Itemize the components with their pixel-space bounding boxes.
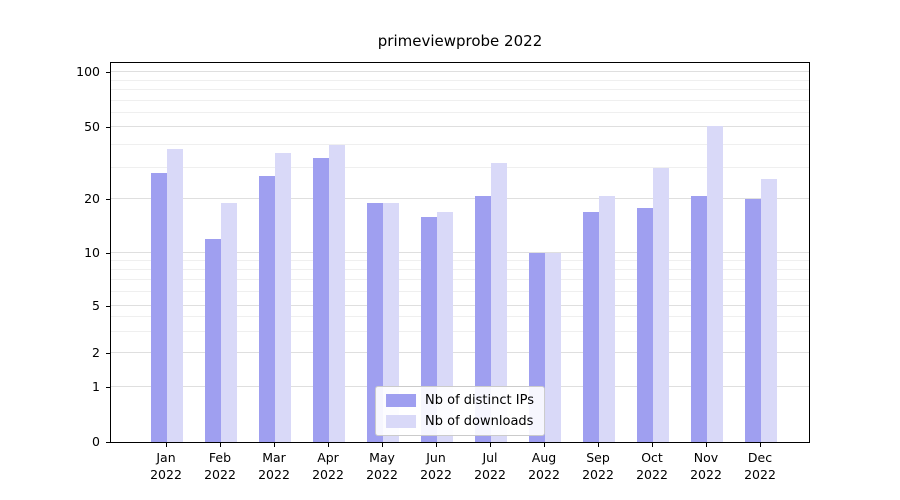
y-gridline-70 bbox=[111, 99, 809, 101]
y-tick-label-100: 100 bbox=[76, 64, 100, 80]
x-tick-label-feb: Feb 2022 bbox=[204, 450, 236, 482]
x-tick-mark bbox=[220, 443, 221, 447]
bar-nb-of-distinct-ips-may bbox=[367, 203, 383, 442]
y-tick-label-1: 1 bbox=[92, 379, 100, 395]
bar-nb-of-downloads-aug bbox=[545, 252, 561, 442]
legend-label-downloads: Nb of downloads bbox=[425, 414, 534, 429]
y-tick-mark bbox=[106, 252, 110, 254]
legend: Nb of distinct IPs Nb of downloads bbox=[375, 386, 545, 436]
x-tick-label-may: May 2022 bbox=[366, 450, 398, 482]
legend-label-distinct-ips: Nb of distinct IPs bbox=[425, 393, 534, 408]
legend-swatch-downloads bbox=[386, 415, 417, 428]
bar-nb-of-downloads-apr bbox=[329, 144, 345, 442]
y-tick-label-5: 5 bbox=[92, 297, 100, 313]
x-tick-label-oct: Oct 2022 bbox=[636, 450, 668, 482]
x-tick-label-mar: Mar 2022 bbox=[258, 450, 290, 482]
bar-nb-of-distinct-ips-jan bbox=[151, 173, 167, 442]
legend-item-distinct-ips: Nb of distinct IPs bbox=[386, 393, 534, 408]
y-gridline-3 bbox=[111, 330, 809, 332]
bar-nb-of-distinct-ips-sep bbox=[583, 211, 599, 442]
bar-nb-of-downloads-jan bbox=[167, 149, 183, 442]
legend-item-downloads: Nb of downloads bbox=[386, 414, 534, 429]
y-gridline-40 bbox=[111, 143, 809, 145]
y-gridline-6 bbox=[111, 290, 809, 292]
bar-nb-of-downloads-nov bbox=[707, 125, 723, 442]
bar-nb-of-downloads-jun bbox=[437, 211, 453, 442]
x-tick-mark bbox=[706, 443, 707, 447]
y-tick-label-2: 2 bbox=[92, 344, 100, 360]
y-gridline-20 bbox=[111, 198, 809, 200]
bar-nb-of-downloads-jul bbox=[491, 162, 507, 442]
y-gridline-8 bbox=[111, 268, 809, 270]
legend-swatch-distinct-ips bbox=[386, 394, 417, 407]
y-tick-mark bbox=[106, 72, 110, 74]
y-tick-mark bbox=[106, 305, 110, 307]
x-tick-label-jun: Jun 2022 bbox=[420, 450, 452, 482]
bar-nb-of-downloads-feb bbox=[221, 203, 237, 442]
y-gridline-60 bbox=[111, 111, 809, 113]
bar-nb-of-downloads-may bbox=[383, 203, 399, 442]
x-tick-mark bbox=[544, 443, 545, 447]
x-tick-label-dec: Dec 2022 bbox=[744, 450, 776, 482]
x-tick-label-jul: Jul 2022 bbox=[474, 450, 506, 482]
y-tick-mark bbox=[106, 352, 110, 354]
x-tick-mark bbox=[328, 443, 329, 447]
y-tick-label-50: 50 bbox=[84, 119, 100, 135]
x-tick-mark bbox=[274, 443, 275, 447]
bar-nb-of-downloads-oct bbox=[653, 167, 669, 442]
x-tick-label-aug: Aug 2022 bbox=[528, 450, 560, 482]
x-tick-mark bbox=[490, 443, 491, 447]
y-gridline-5 bbox=[111, 304, 809, 306]
y-gridline-9 bbox=[111, 259, 809, 261]
y-gridline-90 bbox=[111, 79, 809, 81]
x-tick-mark bbox=[382, 443, 383, 447]
bar-nb-of-distinct-ips-jun bbox=[421, 216, 437, 442]
bar-nb-of-distinct-ips-mar bbox=[259, 175, 275, 442]
chart-title: primeviewprobe 2022 bbox=[377, 32, 543, 50]
bar-nb-of-distinct-ips-oct bbox=[637, 207, 653, 442]
bar-nb-of-distinct-ips-nov bbox=[691, 195, 707, 442]
y-gridline-30 bbox=[111, 166, 809, 168]
y-gridline-100 bbox=[111, 71, 809, 73]
bar-nb-of-downloads-dec bbox=[761, 178, 777, 442]
y-tick-mark bbox=[106, 199, 110, 201]
y-gridline-2 bbox=[111, 351, 809, 353]
bar-nb-of-distinct-ips-dec bbox=[745, 199, 761, 442]
x-tick-mark bbox=[436, 443, 437, 447]
y-gridline-10 bbox=[111, 251, 809, 253]
x-tick-mark bbox=[652, 443, 653, 447]
y-tick-label-0: 0 bbox=[92, 434, 100, 449]
y-tick-label-20: 20 bbox=[84, 191, 100, 207]
bar-nb-of-downloads-sep bbox=[599, 195, 615, 442]
plot-area: Nb of distinct IPs Nb of downloads bbox=[110, 62, 810, 443]
x-tick-mark bbox=[760, 443, 761, 447]
y-gridline-4 bbox=[111, 316, 809, 318]
y-gridline-80 bbox=[111, 89, 809, 91]
bar-nb-of-distinct-ips-jul bbox=[475, 195, 491, 442]
y-gridline-7 bbox=[111, 278, 809, 280]
y-tick-mark bbox=[106, 442, 110, 443]
y-tick-mark bbox=[106, 387, 110, 389]
x-tick-mark bbox=[166, 443, 167, 447]
x-tick-label-jan: Jan 2022 bbox=[150, 450, 182, 482]
y-gridline-50 bbox=[111, 126, 809, 128]
bar-nb-of-downloads-mar bbox=[275, 153, 291, 442]
bar-nb-of-distinct-ips-apr bbox=[313, 157, 329, 442]
y-tick-mark bbox=[106, 127, 110, 129]
y-tick-label-10: 10 bbox=[84, 244, 100, 260]
x-tick-label-sep: Sep 2022 bbox=[582, 450, 614, 482]
x-tick-label-apr: Apr 2022 bbox=[312, 450, 344, 482]
x-tick-label-nov: Nov 2022 bbox=[690, 450, 722, 482]
bars-layer bbox=[111, 63, 809, 442]
bar-nb-of-distinct-ips-feb bbox=[205, 238, 221, 442]
x-tick-mark bbox=[598, 443, 599, 447]
